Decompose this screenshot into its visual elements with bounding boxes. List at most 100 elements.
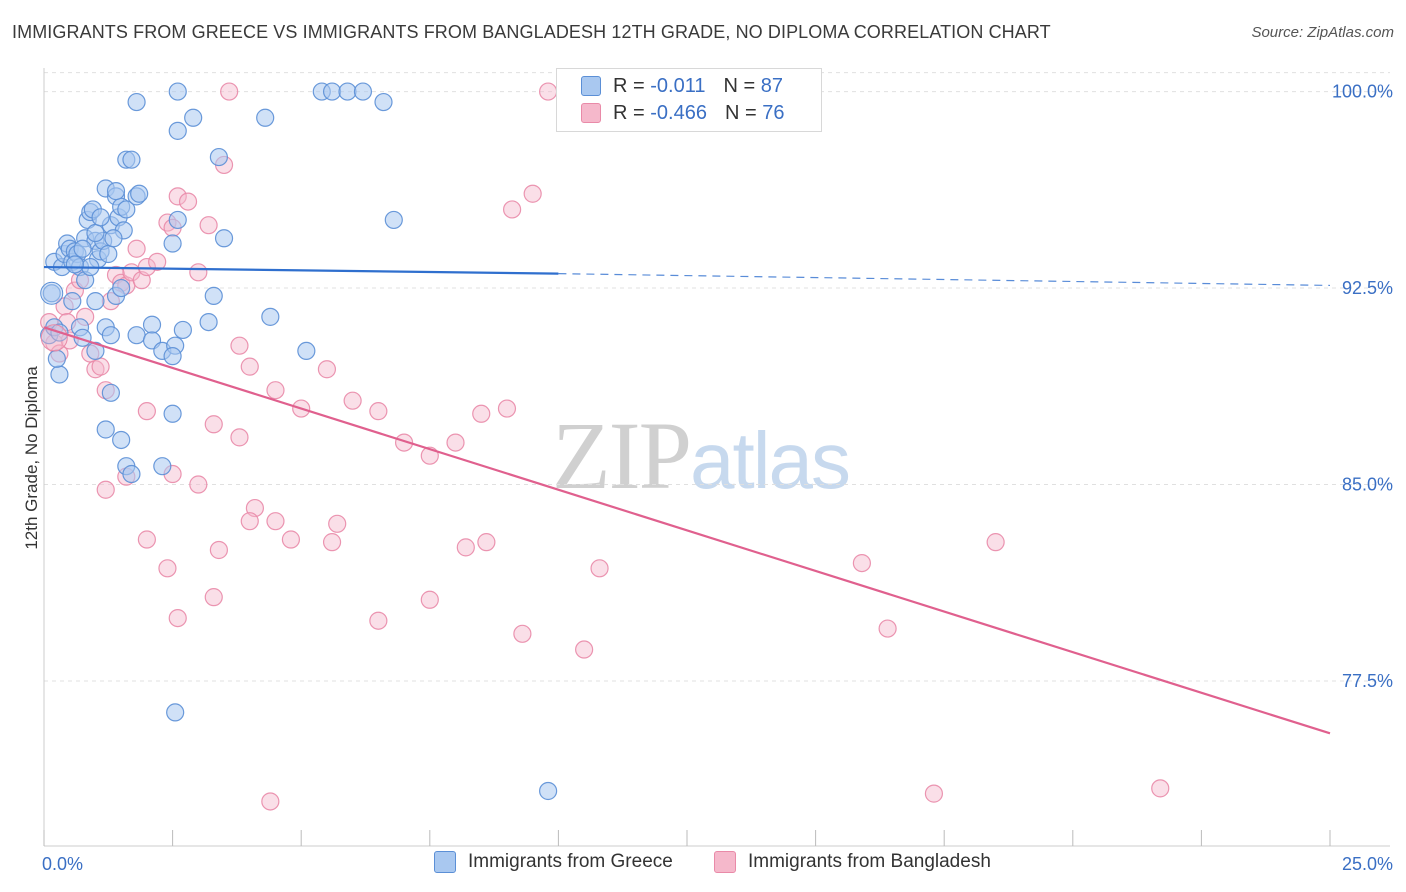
point-bangladesh	[1151, 779, 1170, 798]
point-greece	[539, 781, 558, 801]
point-bangladesh	[986, 533, 1005, 552]
point-greece	[168, 82, 187, 101]
point-greece	[122, 464, 141, 484]
point-bangladesh	[328, 514, 347, 533]
point-bangladesh	[137, 402, 156, 421]
point-greece	[127, 326, 146, 345]
legend-swatch-greece	[581, 76, 601, 96]
point-bangladesh	[127, 239, 146, 258]
point-bangladesh	[472, 404, 491, 423]
point-greece	[63, 292, 82, 311]
point-greece	[168, 210, 187, 230]
point-greece	[127, 92, 146, 112]
series-legend-bangladesh: Immigrants from Bangladesh	[714, 851, 991, 873]
legend-r-label: R =	[613, 74, 645, 97]
y-tick-label: 100.0%	[1332, 82, 1393, 102]
legend-n-value-greece: 87	[760, 74, 783, 97]
y-tick-label: 77.5%	[1342, 671, 1393, 691]
trend-line-greece-extrapolated	[558, 273, 1331, 287]
trend-line-greece	[43, 265, 559, 275]
point-greece	[163, 234, 182, 253]
point-greece	[173, 320, 192, 340]
point-greece	[86, 223, 105, 243]
data-points	[40, 82, 1170, 811]
point-bangladesh	[266, 512, 285, 531]
point-greece	[96, 420, 115, 439]
point-bangladesh	[86, 360, 105, 379]
point-greece	[99, 244, 118, 264]
correlation-legend: R = -0.011 N = 87 R = -0.466 N = 76	[556, 68, 822, 132]
series-legend-greece: Immigrants from Greece	[434, 851, 673, 873]
point-bangladesh	[513, 624, 532, 643]
point-greece	[168, 121, 187, 140]
point-greece	[91, 208, 110, 227]
point-greece	[199, 312, 218, 332]
point-bangladesh	[158, 559, 177, 578]
x-tick-label: 0.0%	[42, 854, 83, 874]
point-bangladesh	[230, 336, 249, 355]
point-greece	[353, 82, 373, 101]
point-bangladesh	[220, 82, 239, 101]
legend-r-value-greece: -0.011	[650, 74, 706, 97]
point-bangladesh	[523, 184, 542, 203]
watermark-atlas: atlas	[690, 416, 851, 505]
point-greece	[42, 284, 61, 303]
point-bangladesh	[96, 480, 115, 499]
point-bangladesh	[189, 263, 208, 282]
point-greece	[261, 307, 280, 326]
point-greece	[163, 404, 182, 423]
point-greece	[106, 182, 126, 201]
series-swatch-greece	[434, 851, 456, 873]
series-legend: Immigrants from Greece Immigrants from B…	[0, 851, 1406, 879]
legend-swatch-bangladesh	[581, 103, 601, 123]
point-bangladesh	[240, 357, 259, 376]
point-bangladesh	[539, 82, 558, 101]
point-greece	[163, 347, 182, 366]
point-bangladesh	[446, 433, 465, 452]
point-greece	[166, 703, 185, 722]
point-greece	[101, 326, 120, 345]
point-greece	[374, 92, 393, 112]
point-greece	[86, 292, 105, 311]
point-greece	[47, 349, 66, 368]
point-bangladesh	[189, 475, 208, 494]
point-greece	[130, 184, 149, 203]
grid	[44, 72, 1390, 682]
x-tick-label: 25.0%	[1342, 854, 1393, 874]
point-greece	[184, 108, 203, 127]
point-bangladesh	[204, 588, 223, 607]
y-tick-label: 85.0%	[1342, 475, 1393, 495]
legend-row-greece: R = -0.011 N = 87	[581, 73, 783, 99]
y-tick-label: 92.5%	[1342, 278, 1393, 298]
point-greece	[338, 82, 357, 101]
point-greece	[297, 341, 316, 361]
point-bangladesh	[240, 512, 259, 531]
point-bangladesh	[199, 216, 218, 235]
legend-n-label: N =	[723, 74, 756, 97]
point-bangladesh	[168, 187, 187, 206]
point-greece	[73, 239, 92, 258]
point-bangladesh	[369, 402, 388, 421]
series-label-bangladesh: Immigrants from Bangladesh	[748, 851, 991, 872]
point-bangladesh	[137, 530, 156, 549]
point-bangladesh	[148, 252, 167, 271]
point-greece	[104, 229, 123, 248]
point-bangladesh	[204, 415, 223, 434]
series-swatch-bangladesh	[714, 851, 736, 873]
point-bangladesh	[266, 381, 285, 400]
axes	[43, 68, 1390, 847]
point-greece	[101, 383, 120, 402]
point-greece	[322, 82, 342, 101]
point-greece	[40, 281, 64, 305]
chart-title: IMMIGRANTS FROM GREECE VS IMMIGRANTS FRO…	[12, 22, 1051, 42]
point-greece	[117, 200, 136, 219]
point-bangladesh	[456, 538, 475, 557]
point-greece	[122, 150, 141, 169]
legend-r-value-bangladesh: -0.466	[650, 101, 707, 124]
point-greece	[256, 108, 275, 127]
point-bangladesh	[852, 553, 871, 573]
point-bangladesh	[317, 360, 337, 379]
point-bangladesh	[924, 784, 944, 803]
legend-n-value-bangladesh: 76	[762, 101, 785, 124]
